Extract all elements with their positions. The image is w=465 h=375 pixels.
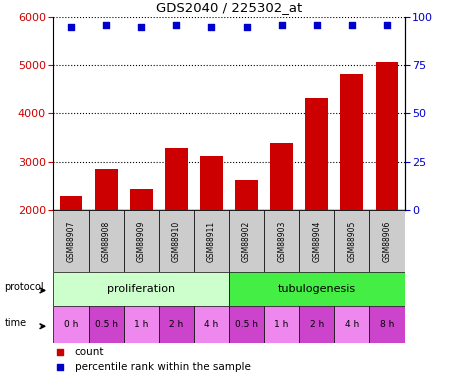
Point — [173, 22, 180, 28]
Text: GSM88903: GSM88903 — [277, 220, 286, 262]
Text: 0.5 h: 0.5 h — [235, 320, 258, 329]
Point — [57, 364, 64, 370]
Text: GSM88908: GSM88908 — [102, 220, 111, 262]
Bar — [229, 210, 264, 272]
Text: GSM88910: GSM88910 — [172, 220, 181, 262]
Point — [243, 24, 250, 30]
Bar — [340, 74, 363, 306]
Text: 2 h: 2 h — [169, 320, 184, 329]
Text: GSM88905: GSM88905 — [347, 220, 356, 262]
Bar — [334, 210, 370, 272]
Text: proliferation: proliferation — [107, 284, 175, 294]
Text: time: time — [4, 318, 27, 327]
Point — [383, 22, 391, 28]
Point — [138, 24, 145, 30]
Bar — [229, 306, 264, 343]
Text: 2 h: 2 h — [310, 320, 324, 329]
Bar — [264, 306, 299, 343]
Point — [102, 22, 110, 28]
Text: 0 h: 0 h — [64, 320, 78, 329]
Text: GSM88909: GSM88909 — [137, 220, 146, 262]
Text: count: count — [74, 347, 104, 357]
Bar — [159, 306, 194, 343]
Bar — [264, 210, 299, 272]
Point — [208, 24, 215, 30]
Text: GSM88902: GSM88902 — [242, 220, 251, 262]
Text: GSM88911: GSM88911 — [207, 220, 216, 261]
Bar — [60, 196, 82, 306]
Text: GSM88906: GSM88906 — [383, 220, 392, 262]
Bar — [194, 306, 229, 343]
Bar — [369, 306, 405, 343]
Text: protocol: protocol — [4, 282, 44, 292]
Bar — [200, 156, 223, 306]
Point — [278, 22, 286, 28]
Bar — [124, 210, 159, 272]
Bar — [306, 98, 328, 306]
Bar — [229, 272, 405, 306]
Bar — [124, 306, 159, 343]
Text: GSM88904: GSM88904 — [312, 220, 321, 262]
Bar — [95, 170, 118, 306]
Bar — [159, 210, 194, 272]
Text: 1 h: 1 h — [274, 320, 289, 329]
Bar — [130, 189, 153, 306]
Text: 0.5 h: 0.5 h — [95, 320, 118, 329]
Point — [57, 349, 64, 355]
Title: GDS2040 / 225302_at: GDS2040 / 225302_at — [156, 2, 302, 14]
Text: 1 h: 1 h — [134, 320, 148, 329]
Point — [67, 24, 75, 30]
Bar — [53, 272, 229, 306]
Bar — [369, 210, 405, 272]
Bar — [194, 210, 229, 272]
Bar — [270, 143, 293, 306]
Point — [313, 22, 320, 28]
Text: 8 h: 8 h — [380, 320, 394, 329]
Text: 4 h: 4 h — [204, 320, 219, 329]
Point — [348, 22, 356, 28]
Bar — [88, 210, 124, 272]
Bar — [88, 306, 124, 343]
Bar — [53, 306, 88, 343]
Bar — [299, 306, 334, 343]
Text: GSM88907: GSM88907 — [66, 220, 75, 262]
Text: 4 h: 4 h — [345, 320, 359, 329]
Bar — [334, 306, 370, 343]
Bar — [53, 210, 88, 272]
Bar — [299, 210, 334, 272]
Text: tubulogenesis: tubulogenesis — [278, 284, 356, 294]
Bar — [165, 148, 188, 306]
Text: percentile rank within the sample: percentile rank within the sample — [74, 362, 251, 372]
Bar — [376, 62, 399, 306]
Bar — [235, 180, 258, 306]
